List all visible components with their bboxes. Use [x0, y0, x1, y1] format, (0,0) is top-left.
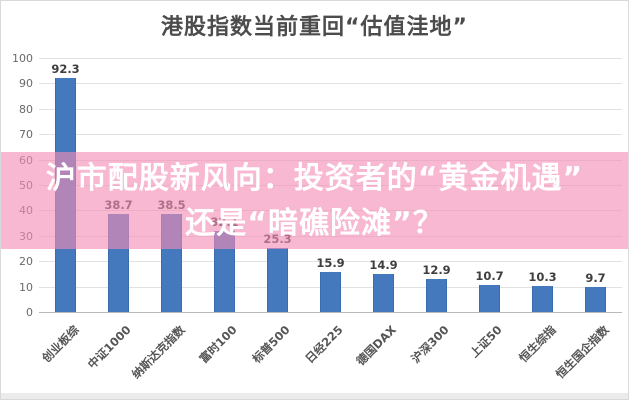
x-axis-category-label: 富时100: [196, 322, 241, 366]
x-axis-category-label: 纳斯达克指数: [128, 322, 188, 382]
y-axis-tick-label: 70: [19, 128, 33, 142]
x-axis-category-label: 恒生国企指数: [552, 322, 612, 382]
x-axis-line: [39, 312, 622, 313]
x-axis-category-label: 中证1000: [85, 322, 135, 372]
bar-value-label: 14.9: [369, 258, 398, 273]
gridline: [39, 261, 622, 263]
bar-value-label: 15.9: [316, 255, 345, 270]
y-axis-tick-label: 80: [19, 102, 33, 116]
bar: [532, 285, 553, 312]
x-axis-category-label: 创业板综: [38, 322, 82, 366]
gridline: [39, 134, 622, 136]
bar: [267, 247, 288, 312]
bar: [585, 287, 606, 312]
x-axis-category-label: 德国DAX: [353, 322, 400, 369]
x-axis-category-label: 上证50: [467, 322, 506, 361]
x-axis-category-label: 标普500: [249, 322, 294, 366]
bar: [320, 271, 341, 312]
headline-line-1: 沪市配股新风向：投资者的“黄金机遇”: [45, 160, 584, 196]
y-axis-tick-label: 100: [12, 52, 33, 65]
bar: [214, 230, 235, 312]
gridline: [39, 83, 622, 85]
x-axis-category-label: 恒生综指: [515, 322, 559, 366]
bar-value-label: 92.3: [51, 61, 80, 76]
bar: [426, 279, 447, 312]
bar: [373, 274, 394, 312]
gridline: [39, 108, 622, 110]
bar-value-label: 12.9: [422, 263, 451, 278]
y-axis-tick-label: 0: [26, 306, 33, 319]
headline-line-2: 还是“暗礁险滩”？: [185, 205, 444, 241]
bar-value-label: 10.3: [528, 269, 557, 284]
bar-value-label: 10.7: [475, 268, 504, 283]
y-axis-tick-label: 90: [19, 77, 33, 91]
y-axis-tick-label: 10: [19, 280, 33, 294]
bar-value-label: 9.7: [585, 271, 606, 286]
x-axis-category-label: 日经225: [302, 322, 347, 366]
bottom-edge-strip: [1, 393, 628, 399]
y-axis-tick-label: 20: [19, 255, 33, 269]
headline-overlay-banner: 沪市配股新风向：投资者的“黄金机遇” 还是“暗礁险滩”？: [1, 152, 628, 249]
bar: [479, 284, 500, 312]
gridline: [39, 58, 622, 59]
chart-title: 港股指数当前重回“估值洼地”: [161, 15, 468, 40]
x-axis-category-label: 沪深300: [408, 322, 453, 366]
